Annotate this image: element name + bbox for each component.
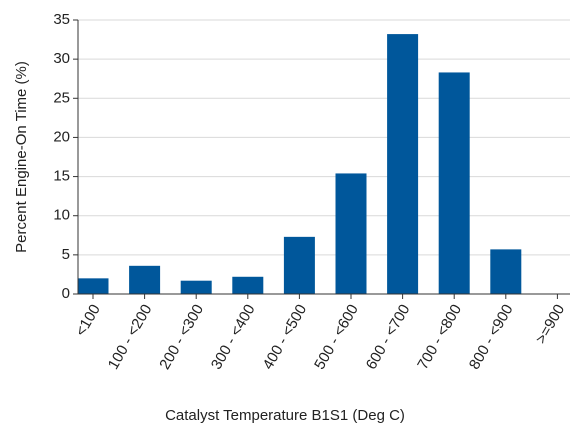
- bar: [180, 280, 212, 294]
- x-axis-title: Catalyst Temperature B1S1 (Deg C): [165, 407, 405, 424]
- x-tick-label: 700 - <800: [414, 301, 465, 372]
- y-tick-label: 5: [62, 246, 70, 263]
- x-tick-label: >=900: [532, 301, 568, 346]
- bar: [490, 249, 522, 294]
- bar: [232, 276, 264, 294]
- y-tick-label: 15: [53, 168, 70, 185]
- bar: [387, 34, 419, 294]
- x-tick-label: 200 - <300: [156, 301, 207, 372]
- bar: [283, 236, 315, 294]
- y-tick-label: 10: [53, 207, 70, 224]
- x-tick-label: <100: [72, 301, 104, 339]
- y-axis-title: Percent Engine-On Time (%): [13, 61, 30, 253]
- x-tick-label: 800 - <900: [466, 301, 517, 372]
- y-tick-label: 35: [53, 11, 70, 28]
- bar: [438, 72, 470, 294]
- x-tick-label: 300 - <400: [208, 301, 259, 372]
- y-tick-label: 30: [53, 50, 70, 67]
- y-tick-label: 25: [53, 89, 70, 106]
- x-tick-label: 600 - <700: [363, 301, 414, 372]
- x-tick-label: 500 - <600: [311, 301, 362, 372]
- x-tick-label: 100 - <200: [105, 301, 156, 372]
- bar: [335, 173, 367, 294]
- bar: [77, 278, 109, 294]
- x-tick-label: 400 - <500: [260, 301, 311, 372]
- y-tick-label: 0: [62, 285, 70, 302]
- bar: [129, 265, 161, 294]
- y-tick-label: 20: [53, 128, 70, 145]
